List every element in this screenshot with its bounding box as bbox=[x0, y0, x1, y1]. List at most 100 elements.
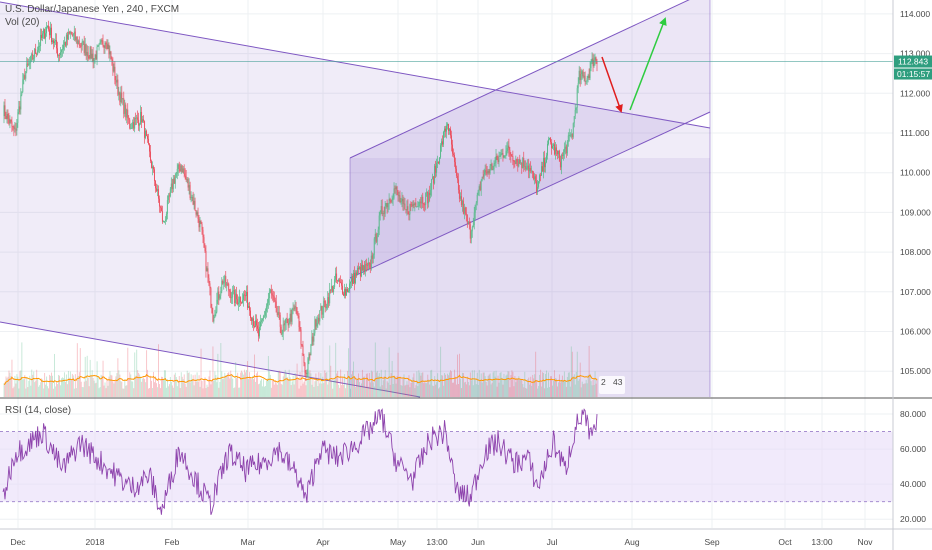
candle-body bbox=[527, 165, 529, 169]
volume-legend[interactable]: Vol (20) bbox=[5, 17, 41, 28]
rsi-legend[interactable]: RSI (14, close) bbox=[5, 405, 73, 416]
candle-body bbox=[149, 144, 150, 152]
candle-body bbox=[70, 31, 72, 35]
volume-bar bbox=[401, 385, 403, 397]
candle-body bbox=[476, 194, 478, 203]
volume-bar bbox=[493, 371, 495, 397]
volume-bar bbox=[247, 361, 249, 397]
volume-bar bbox=[176, 386, 178, 397]
candle-body bbox=[374, 233, 376, 239]
candle-body bbox=[155, 181, 156, 189]
volume-bar bbox=[468, 385, 470, 397]
volume-bar bbox=[565, 386, 567, 397]
descending-channel-upper bbox=[0, 1, 711, 129]
volume-bar bbox=[404, 385, 406, 397]
volume-bar bbox=[8, 370, 10, 397]
volume-bar bbox=[52, 375, 53, 397]
volume-bar bbox=[168, 384, 170, 397]
candle-body bbox=[5, 116, 7, 120]
volume-bar bbox=[372, 382, 374, 397]
volume-bar bbox=[123, 388, 125, 397]
candle-body bbox=[105, 42, 107, 44]
volume-bar bbox=[161, 376, 163, 397]
candle-body bbox=[137, 117, 139, 120]
candle-body bbox=[183, 168, 185, 174]
volume-bar bbox=[411, 382, 413, 397]
symbol-legend[interactable]: U.S. Dollar/Japanese Yen, 240, FXCM bbox=[5, 4, 180, 15]
volume-bars bbox=[3, 342, 598, 397]
candle-body bbox=[123, 98, 125, 114]
candle-body bbox=[456, 175, 458, 180]
candle-body bbox=[448, 123, 449, 132]
volume-bar bbox=[365, 373, 367, 397]
candle-body bbox=[358, 267, 360, 270]
volume-bar bbox=[12, 388, 14, 397]
candle-body bbox=[96, 46, 98, 60]
candle-body bbox=[495, 156, 497, 163]
volume-bar bbox=[47, 386, 49, 397]
volume-bar bbox=[202, 388, 204, 397]
candle-body bbox=[317, 317, 319, 324]
candle-body bbox=[213, 317, 215, 322]
candle-body bbox=[304, 363, 306, 373]
volume-bar bbox=[53, 388, 54, 397]
volume-bar bbox=[529, 384, 531, 397]
volume-bar bbox=[522, 384, 524, 397]
candle-body bbox=[323, 300, 325, 313]
candle-body bbox=[455, 168, 457, 176]
candle-body bbox=[586, 78, 588, 81]
candle-body bbox=[517, 161, 519, 167]
candle-body bbox=[542, 166, 543, 172]
volume-bar bbox=[127, 347, 129, 397]
candle-body bbox=[281, 333, 283, 335]
candle-body bbox=[285, 318, 287, 324]
candle-body bbox=[41, 34, 43, 39]
volume-bar bbox=[495, 370, 497, 397]
volume-bar bbox=[473, 370, 475, 397]
volume-bar bbox=[130, 374, 132, 397]
volume-bar bbox=[394, 376, 396, 397]
candle-body bbox=[289, 313, 291, 324]
candle-body bbox=[549, 137, 550, 140]
candle-body bbox=[439, 157, 441, 164]
candle-body bbox=[435, 165, 437, 173]
symbol-source: FXCM bbox=[150, 4, 180, 15]
volume-bar bbox=[402, 378, 404, 397]
candle-body bbox=[107, 44, 109, 49]
candle-body bbox=[63, 42, 65, 45]
volume-bar bbox=[57, 384, 58, 397]
candle-body bbox=[215, 311, 217, 315]
candle-body bbox=[202, 229, 204, 238]
rsi-tick-label: 40.000 bbox=[900, 479, 926, 489]
candle-body bbox=[83, 41, 85, 54]
volume-bar bbox=[74, 374, 76, 397]
candle-body bbox=[573, 116, 575, 124]
volume-bar bbox=[458, 384, 459, 397]
candle-body bbox=[185, 175, 187, 180]
volume-bar bbox=[274, 380, 276, 397]
candle-body bbox=[355, 272, 357, 275]
candle-body bbox=[428, 192, 430, 204]
candle-body bbox=[516, 159, 518, 162]
volume-bar bbox=[588, 345, 590, 397]
candle-body bbox=[130, 128, 132, 130]
volume-bar bbox=[179, 388, 181, 397]
volume-bar bbox=[358, 373, 359, 397]
volume-bar bbox=[241, 370, 243, 397]
candle-body bbox=[436, 162, 438, 173]
volume-bar bbox=[99, 387, 101, 397]
candle-body bbox=[181, 165, 183, 173]
volume-bar bbox=[64, 381, 66, 397]
volume-bar bbox=[556, 378, 557, 397]
candle-body bbox=[560, 155, 562, 168]
volume-bar bbox=[347, 370, 349, 397]
candle-body bbox=[465, 213, 467, 215]
volume-bar bbox=[197, 381, 199, 397]
candle-body bbox=[234, 290, 236, 304]
volume-bar bbox=[537, 388, 539, 397]
candle-body bbox=[564, 146, 566, 149]
candle-body bbox=[430, 189, 432, 196]
volume-bar bbox=[25, 388, 27, 397]
volume-bar bbox=[311, 384, 313, 397]
